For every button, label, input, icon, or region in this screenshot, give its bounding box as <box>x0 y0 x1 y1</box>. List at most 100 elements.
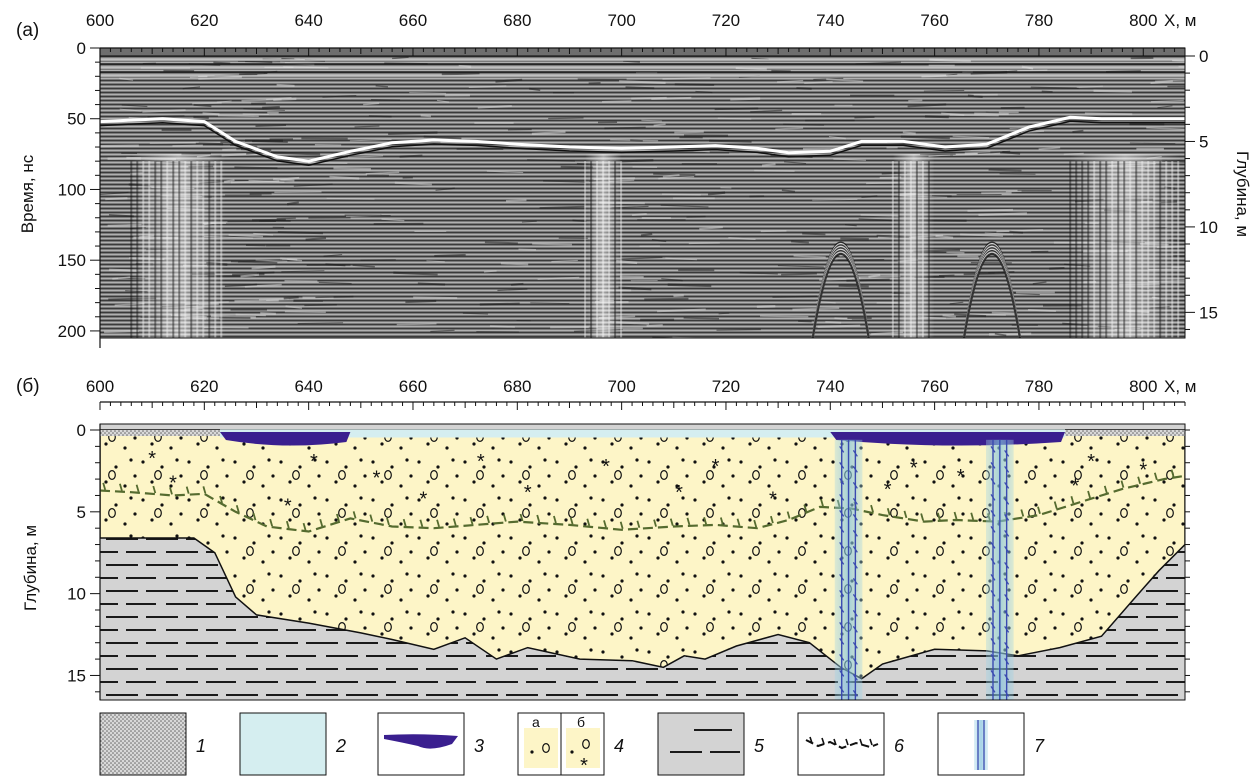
legend-item-3: 3 <box>377 712 484 776</box>
svg-text:4: 4 <box>614 736 624 756</box>
sand-layer <box>100 429 1185 680</box>
x-tick-label: 680 <box>503 11 531 30</box>
x-tick-label: 600 <box>86 377 114 396</box>
ice-star-icon: * <box>310 451 318 473</box>
section-depth-tick-label: 15 <box>67 666 86 685</box>
ice-inclusions: * * * * * * * * * * * * * * * * * * <box>148 448 1147 517</box>
reflector-line-shadow <box>100 120 1185 166</box>
time-tick-label: 200 <box>58 322 86 341</box>
svg-text:7: 7 <box>1034 736 1045 756</box>
section-depth-tick-label: 10 <box>67 585 86 604</box>
panel-b-right-axis <box>1185 429 1190 693</box>
svg-text:6: 6 <box>894 736 905 756</box>
panel-a-y-left-label: Время, нс <box>18 154 37 233</box>
legend-star-icon: * <box>580 755 588 777</box>
ice-star-icon: * <box>957 466 965 488</box>
vertical-zones <box>834 439 1014 700</box>
radargram-image <box>100 48 1185 338</box>
legend-item-2: 2 <box>239 712 346 776</box>
water-layer <box>219 429 1066 438</box>
radargram-panel: (а) 600 620 640 660 680 700 720 740 760 780 800 0 5… <box>16 11 1252 348</box>
section-drawing: * * * * * * * * * * * * * * * * * * <box>100 424 1185 700</box>
x-tick-label: 620 <box>190 11 218 30</box>
x-tick-label: 640 <box>294 11 322 30</box>
x-tick-label: 760 <box>920 11 948 30</box>
ice-star-icon: * <box>284 495 292 517</box>
x-tick-label: 660 <box>399 377 427 396</box>
time-tick-label: 50 <box>67 110 86 129</box>
depth-tick-label: 5 <box>1199 132 1208 151</box>
svg-text:2: 2 <box>335 736 346 756</box>
ice-star-icon: * <box>602 456 610 478</box>
x-tick-label: 620 <box>190 377 218 396</box>
x-tick-label: 700 <box>607 377 635 396</box>
x-tick-label: 640 <box>294 377 322 396</box>
panel-a-x-axis-label: X, м <box>1164 11 1196 30</box>
reflector-line <box>100 115 1185 163</box>
x-tick-label: 720 <box>712 11 740 30</box>
legend-item-7: 7 <box>937 712 1045 776</box>
x-tick-label: 740 <box>816 11 844 30</box>
legend-item-5: 5 <box>657 712 765 776</box>
x-tick-label: 800 <box>1129 11 1157 30</box>
x-tick-label: 680 <box>503 377 531 396</box>
frozen-boundary-ticks <box>102 469 1175 531</box>
frozen-top-boundary <box>100 474 1185 533</box>
x-tick-label: 700 <box>607 11 635 30</box>
svg-text:3: 3 <box>474 736 484 756</box>
section-depth-tick-label: 0 <box>77 421 86 440</box>
time-tick-label: 0 <box>77 39 86 58</box>
legend-item-1: 1 <box>99 712 206 776</box>
panel-a-y-right-label: Глубина, м <box>1233 151 1252 237</box>
ice-star-icon: * <box>910 458 918 480</box>
x-tick-label: 740 <box>816 377 844 396</box>
x-tick-label: 780 <box>1025 11 1053 30</box>
x-tick-label: 660 <box>399 11 427 30</box>
x-tick-label: 720 <box>712 377 740 396</box>
section-depth-tick-label: 5 <box>77 503 86 522</box>
svg-text:а: а <box>532 714 540 730</box>
legend-item-4: а б * 4 <box>517 712 624 777</box>
legend-item-6: 6 <box>797 712 905 776</box>
panel-b-top-axis: 600 620 640 660 680 700 720 740 760 780 800 <box>86 377 1186 410</box>
noise-zones <box>130 154 1180 338</box>
x-tick-label: 800 <box>1129 377 1157 396</box>
time-tick-label: 100 <box>58 180 86 199</box>
panel-a-depth-axis: 0 5 10 15 <box>1185 47 1218 330</box>
ice-star-icon: * <box>884 479 892 501</box>
ice-star-icon: * <box>769 489 777 511</box>
peat-layer <box>219 432 351 446</box>
ice-star-icon: * <box>420 489 428 511</box>
ice-star-icon: * <box>1139 459 1147 481</box>
ice-star-icon: * <box>477 451 485 473</box>
hyperbola-anomalies <box>811 241 1022 338</box>
ice-star-icon: * <box>1072 476 1080 498</box>
depth-tick-label: 15 <box>1199 303 1218 322</box>
geological-section-panel: (б) * * * * * * * * * * * * * * * * * * 600 620 640 660 680 70… <box>16 376 1196 701</box>
time-tick-label: 150 <box>58 251 86 270</box>
ice-star-icon: * <box>169 472 177 494</box>
radargram-texture <box>100 55 1185 338</box>
svg-text:б: б <box>577 714 585 730</box>
ice-star-icon: * <box>712 456 720 478</box>
panel-b-label: (б) <box>16 376 40 397</box>
panel-a-top-axis: 600 620 640 660 680 700 720 740 760 780 800 <box>86 11 1186 56</box>
x-tick-label: 780 <box>1025 377 1053 396</box>
panel-a-label: (а) <box>16 20 39 41</box>
legend: 1 2 3 а б * 4 <box>99 712 1045 777</box>
ice-star-icon: * <box>675 482 683 504</box>
ice-star-icon: * <box>524 482 532 504</box>
panel-a-time-axis: 0 50 100 150 200 <box>58 39 101 348</box>
svg-text:1: 1 <box>196 736 206 756</box>
panel-b-y-left-label: Глубина, м <box>21 525 40 611</box>
ice-star-icon: * <box>373 467 381 489</box>
ice-star-icon: * <box>1087 451 1095 473</box>
x-tick-label: 760 <box>920 377 948 396</box>
svg-text:5: 5 <box>754 736 765 756</box>
panel-b-x-axis-label: X, м <box>1164 377 1196 396</box>
ice-star-icon: * <box>148 448 156 470</box>
depth-tick-label: 10 <box>1199 218 1218 237</box>
depth-tick-label: 0 <box>1199 47 1208 66</box>
x-tick-label: 600 <box>86 11 114 30</box>
